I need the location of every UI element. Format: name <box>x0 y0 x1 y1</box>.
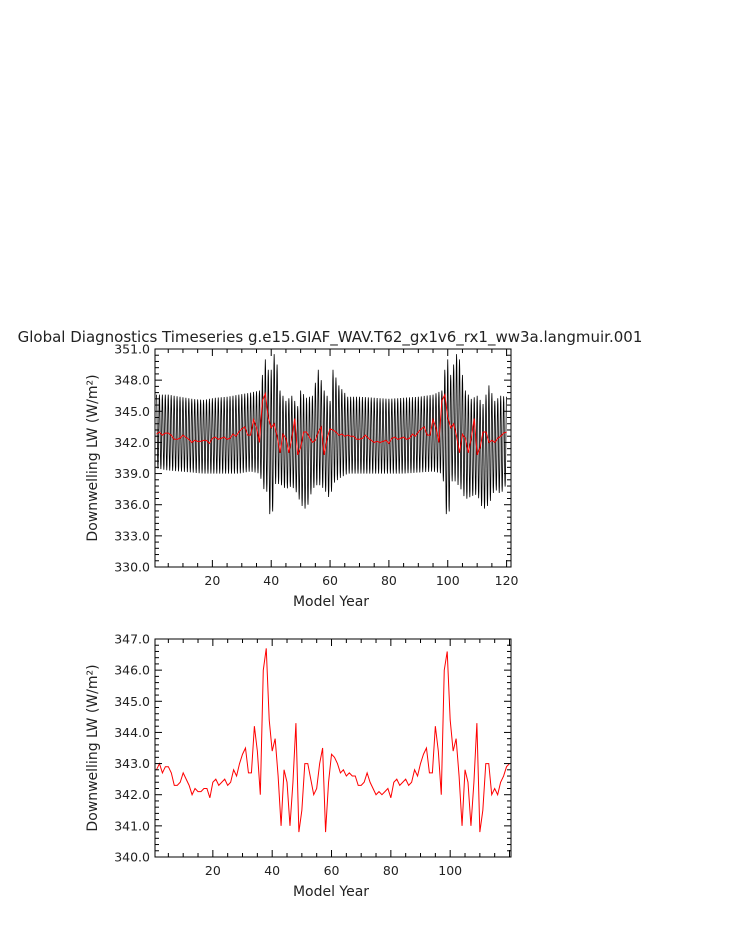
x-tick-label: 100 <box>436 573 460 588</box>
y-tick-label: 344.0 <box>114 725 150 740</box>
y-tick-label: 333.0 <box>114 528 150 543</box>
series-line-monthly <box>156 354 507 515</box>
y-tick-label: 336.0 <box>114 497 150 512</box>
series-line-annual <box>156 648 510 833</box>
y-tick-label: 345.0 <box>114 694 150 709</box>
y-tick-label: 330.0 <box>114 560 150 575</box>
plot-frame <box>154 638 512 858</box>
x-tick-label: 20 <box>205 863 221 878</box>
y-tick-label: 340.0 <box>114 850 150 865</box>
x-tick-label: 100 <box>438 863 462 878</box>
y-tick-label: 342.0 <box>114 435 150 450</box>
y-axis-label: Downwelling LW (W/m²) <box>85 664 101 831</box>
x-tick-label: 60 <box>324 863 340 878</box>
y-tick-label: 343.0 <box>114 756 150 771</box>
x-tick-label: 40 <box>264 863 280 878</box>
y-tick-label: 351.0 <box>114 342 150 357</box>
x-tick-label: 60 <box>322 573 338 588</box>
y-tick-label: 339.0 <box>114 466 150 481</box>
x-tick-label: 120 <box>495 573 519 588</box>
plot-frame <box>154 348 512 568</box>
y-tick-label: 347.0 <box>114 632 150 647</box>
x-tick-label: 80 <box>383 863 399 878</box>
figure-title: Global Diagnostics Timeseries g.e15.GIAF… <box>18 328 643 347</box>
top-panel: 330.0 333.0 336.0 339.0 342.0 345.0 348.0 351.0… <box>85 342 519 611</box>
y-axis-label: Downwelling LW (W/m²) <box>85 374 101 541</box>
y-tick-label: 346.0 <box>114 663 150 678</box>
x-axis-label: Model Year <box>293 594 369 610</box>
x-tick-label: 80 <box>381 573 397 588</box>
series-line-annual <box>156 391 507 456</box>
bottom-panel: 340.0 341.0 342.0 343.0 344.0 345.0 346.0 347.0… <box>85 632 512 900</box>
y-tick-label: 342.0 <box>114 787 150 802</box>
x-axis-label: Model Year <box>293 884 369 900</box>
y-tick-label: 341.0 <box>114 818 150 833</box>
y-tick-label: 345.0 <box>114 404 150 419</box>
x-tick-label: 40 <box>263 573 279 588</box>
y-tick-label: 348.0 <box>114 373 150 388</box>
x-tick-label: 20 <box>204 573 220 588</box>
